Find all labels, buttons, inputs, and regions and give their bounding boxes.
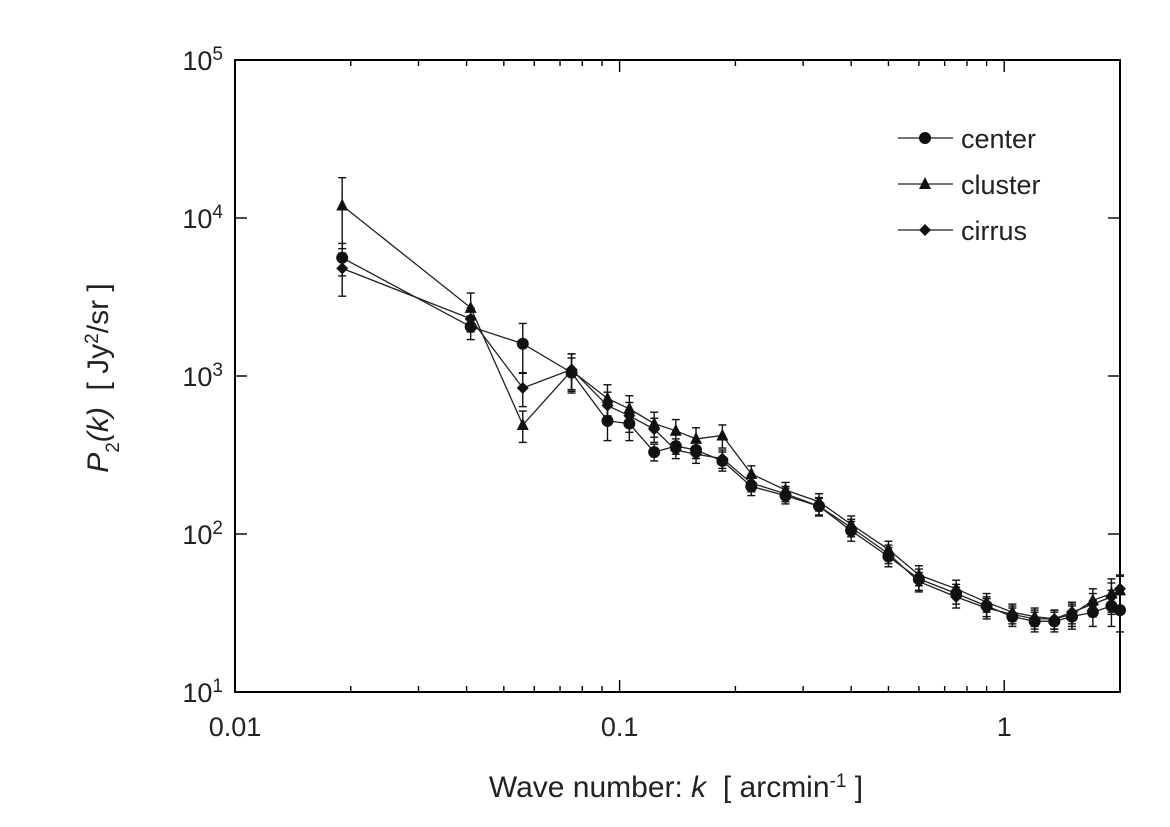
data-point-center [516,337,529,350]
legend: center cluster cirrus [898,124,1041,246]
data-point-cluster [669,423,682,436]
y-axis-ticks: 101 102 103 104 105 [182,44,1120,709]
legend-label: cirrus [961,216,1027,246]
y-tick-label: 102 [182,518,223,551]
data-point-center [1114,604,1126,617]
data-point-cirrus [1028,612,1041,625]
data-point-cirrus [845,521,858,534]
x-tick-label: 0.1 [601,712,639,742]
data-point-cirrus [1114,582,1126,595]
series-layer [336,176,1126,633]
data-point-cirrus [690,448,703,461]
data-point-cirrus [336,262,349,275]
legend-label: cluster [961,170,1041,200]
data-point-cirrus [1086,598,1099,611]
legend-item-cirrus: cirrus [898,216,1027,246]
data-point-cirrus [779,487,792,500]
data-point-cirrus [565,363,578,376]
y-tick-label: 105 [182,44,223,77]
data-point-cirrus [1105,590,1118,603]
data-point-cirrus [669,444,682,457]
data-point-cirrus [980,602,993,615]
legend-label: center [961,124,1036,154]
data-point-cluster [516,417,529,430]
data-point-center [648,446,661,459]
legend-item-cluster: cluster [898,170,1041,200]
legend-marker-cluster [919,177,931,189]
y-tick-label: 101 [182,676,223,709]
data-point-cirrus [1048,612,1061,625]
x-tick-label: 1 [997,712,1012,742]
data-point-cirrus [745,477,758,490]
y-tick-label: 104 [182,202,223,235]
data-point-cirrus [950,590,963,603]
y-axis-label: P2(k) [ Jy2/sr ] [82,283,124,473]
series-line-cluster [341,204,1121,620]
data-point-cirrus [1065,606,1078,619]
data-point-cirrus [882,547,895,560]
data-point-cluster [716,428,729,441]
data-point-cirrus [813,500,826,513]
x-axis-label: Wave number: k [ arcmin-1 ] [489,771,863,805]
data-point-cluster [336,198,349,211]
series-cirrus [336,247,1126,630]
y-tick-label: 103 [182,360,223,393]
x-axis-ticks: 0.01 0.1 1 [209,60,1121,742]
data-point-cirrus [464,312,477,325]
data-point-cirrus [516,381,529,394]
x-tick-label: 0.01 [209,712,262,742]
data-point-cirrus [648,423,661,436]
data-point-cirrus [912,575,925,588]
legend-marker-center [919,132,931,144]
data-point-cluster [464,300,477,313]
data-point-cirrus [716,452,729,465]
legend-marker-cirrus [919,224,931,236]
series-line-center [341,257,1121,622]
data-point-cirrus [1006,608,1019,621]
data-point-cirrus [601,399,614,412]
data-point-cluster [690,431,703,444]
legend-item-center: center [898,124,1036,154]
series-center [336,242,1126,633]
data-point-cirrus [623,409,636,422]
